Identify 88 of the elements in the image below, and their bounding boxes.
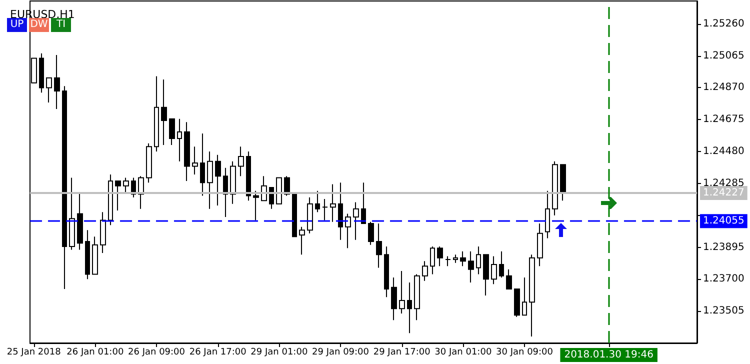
y-tick-label: 1.25260 — [703, 18, 744, 30]
candlestick — [192, 146, 198, 175]
candlestick — [414, 274, 420, 321]
x-tick-label: 29 Jan 01:00 — [250, 348, 308, 358]
candlestick — [330, 184, 336, 222]
candlestick — [246, 151, 251, 202]
ref-line-label: 1.24227 — [703, 187, 744, 198]
candlestick — [552, 160, 558, 216]
candlestick — [200, 133, 205, 196]
candlestick — [307, 196, 313, 234]
candlestick — [292, 194, 297, 238]
candlestick — [522, 277, 527, 316]
toggle-button: UP — [7, 18, 27, 32]
x-tick-label: 30 Jan 09:00 — [496, 348, 554, 358]
candlestick — [437, 246, 443, 267]
candlestick — [384, 246, 389, 298]
candlestick — [560, 164, 566, 202]
candlestick — [108, 174, 113, 226]
y-tick-label: 1.24480 — [703, 146, 744, 158]
candlestick — [123, 177, 129, 193]
candlestick — [338, 182, 343, 240]
candlestick — [430, 246, 435, 275]
candlestick — [223, 167, 228, 218]
candlestick — [545, 190, 550, 239]
y-tick-label: 1.25065 — [703, 50, 744, 62]
candlestick — [483, 254, 489, 296]
candlestick — [253, 190, 259, 221]
candlestick — [353, 202, 359, 240]
ref-line-label: 1.24055 — [703, 216, 744, 227]
candlestick — [514, 288, 520, 318]
candlestick — [69, 177, 75, 250]
candlestick — [506, 268, 512, 290]
candlestick — [299, 226, 305, 256]
candlestick — [445, 256, 451, 267]
candlestick — [529, 254, 535, 337]
candlestick — [169, 118, 175, 146]
candlestick — [238, 146, 244, 177]
candlestick — [184, 122, 190, 182]
toggle-button: DW — [29, 18, 49, 32]
y-tick-label: 1.24870 — [703, 82, 744, 94]
x-tick-label: 30 Jan 01:00 — [434, 348, 492, 358]
x-tick-label: 26 Jan 09:00 — [128, 348, 186, 358]
y-tick-label: 1.24285 — [703, 178, 744, 189]
candlestick — [161, 79, 167, 146]
candlestick — [422, 260, 428, 282]
candlestick — [499, 250, 504, 278]
candlestick — [215, 154, 221, 206]
candlestick — [54, 54, 60, 110]
candlestick — [62, 86, 67, 290]
toggle-button: TI — [51, 18, 71, 32]
x-tick-label: 26 Jan 01:00 — [66, 348, 124, 358]
x-tick-label: 25 Jan 2018 — [6, 348, 62, 358]
candlestick — [146, 142, 152, 184]
y-tick-label: 1.24675 — [703, 114, 744, 126]
candlestick — [177, 118, 182, 162]
candlestick — [399, 270, 405, 314]
y-tick-label: 1.23895 — [703, 242, 744, 253]
candlestick — [476, 246, 481, 275]
y-tick-label: 1.23700 — [703, 274, 744, 285]
x-tick-label: 2018.01.30 19:46 — [564, 350, 654, 360]
candlestick — [276, 177, 282, 204]
x-tick-label: 29 Jan 09:00 — [312, 348, 370, 358]
candlestick — [315, 190, 320, 213]
candlestick — [115, 180, 121, 211]
candlestick — [230, 160, 236, 204]
candlestick — [207, 151, 213, 210]
candlestick — [100, 212, 106, 254]
candlestick — [322, 198, 328, 221]
candlestick — [391, 277, 397, 321]
y-tick-label: 1.23505 — [703, 306, 744, 317]
candlestick — [39, 52, 44, 94]
candlestick — [376, 223, 382, 268]
candlestick — [468, 250, 474, 283]
candlestick — [345, 213, 351, 249]
candlestick — [491, 256, 497, 285]
candlestick — [46, 77, 52, 103]
candlestick — [537, 223, 543, 267]
candlestick — [77, 192, 83, 250]
candlestick — [154, 76, 159, 152]
candlestick — [453, 254, 458, 264]
candlestick — [92, 236, 98, 275]
x-tick-label: 26 Jan 17:00 — [189, 348, 247, 358]
x-tick-label: 29 Jan 17:00 — [373, 348, 431, 358]
candlestick — [85, 230, 90, 280]
candlestick — [368, 221, 374, 246]
candlestick — [460, 250, 466, 267]
candlestick — [407, 282, 412, 334]
candlestick — [361, 182, 366, 224]
